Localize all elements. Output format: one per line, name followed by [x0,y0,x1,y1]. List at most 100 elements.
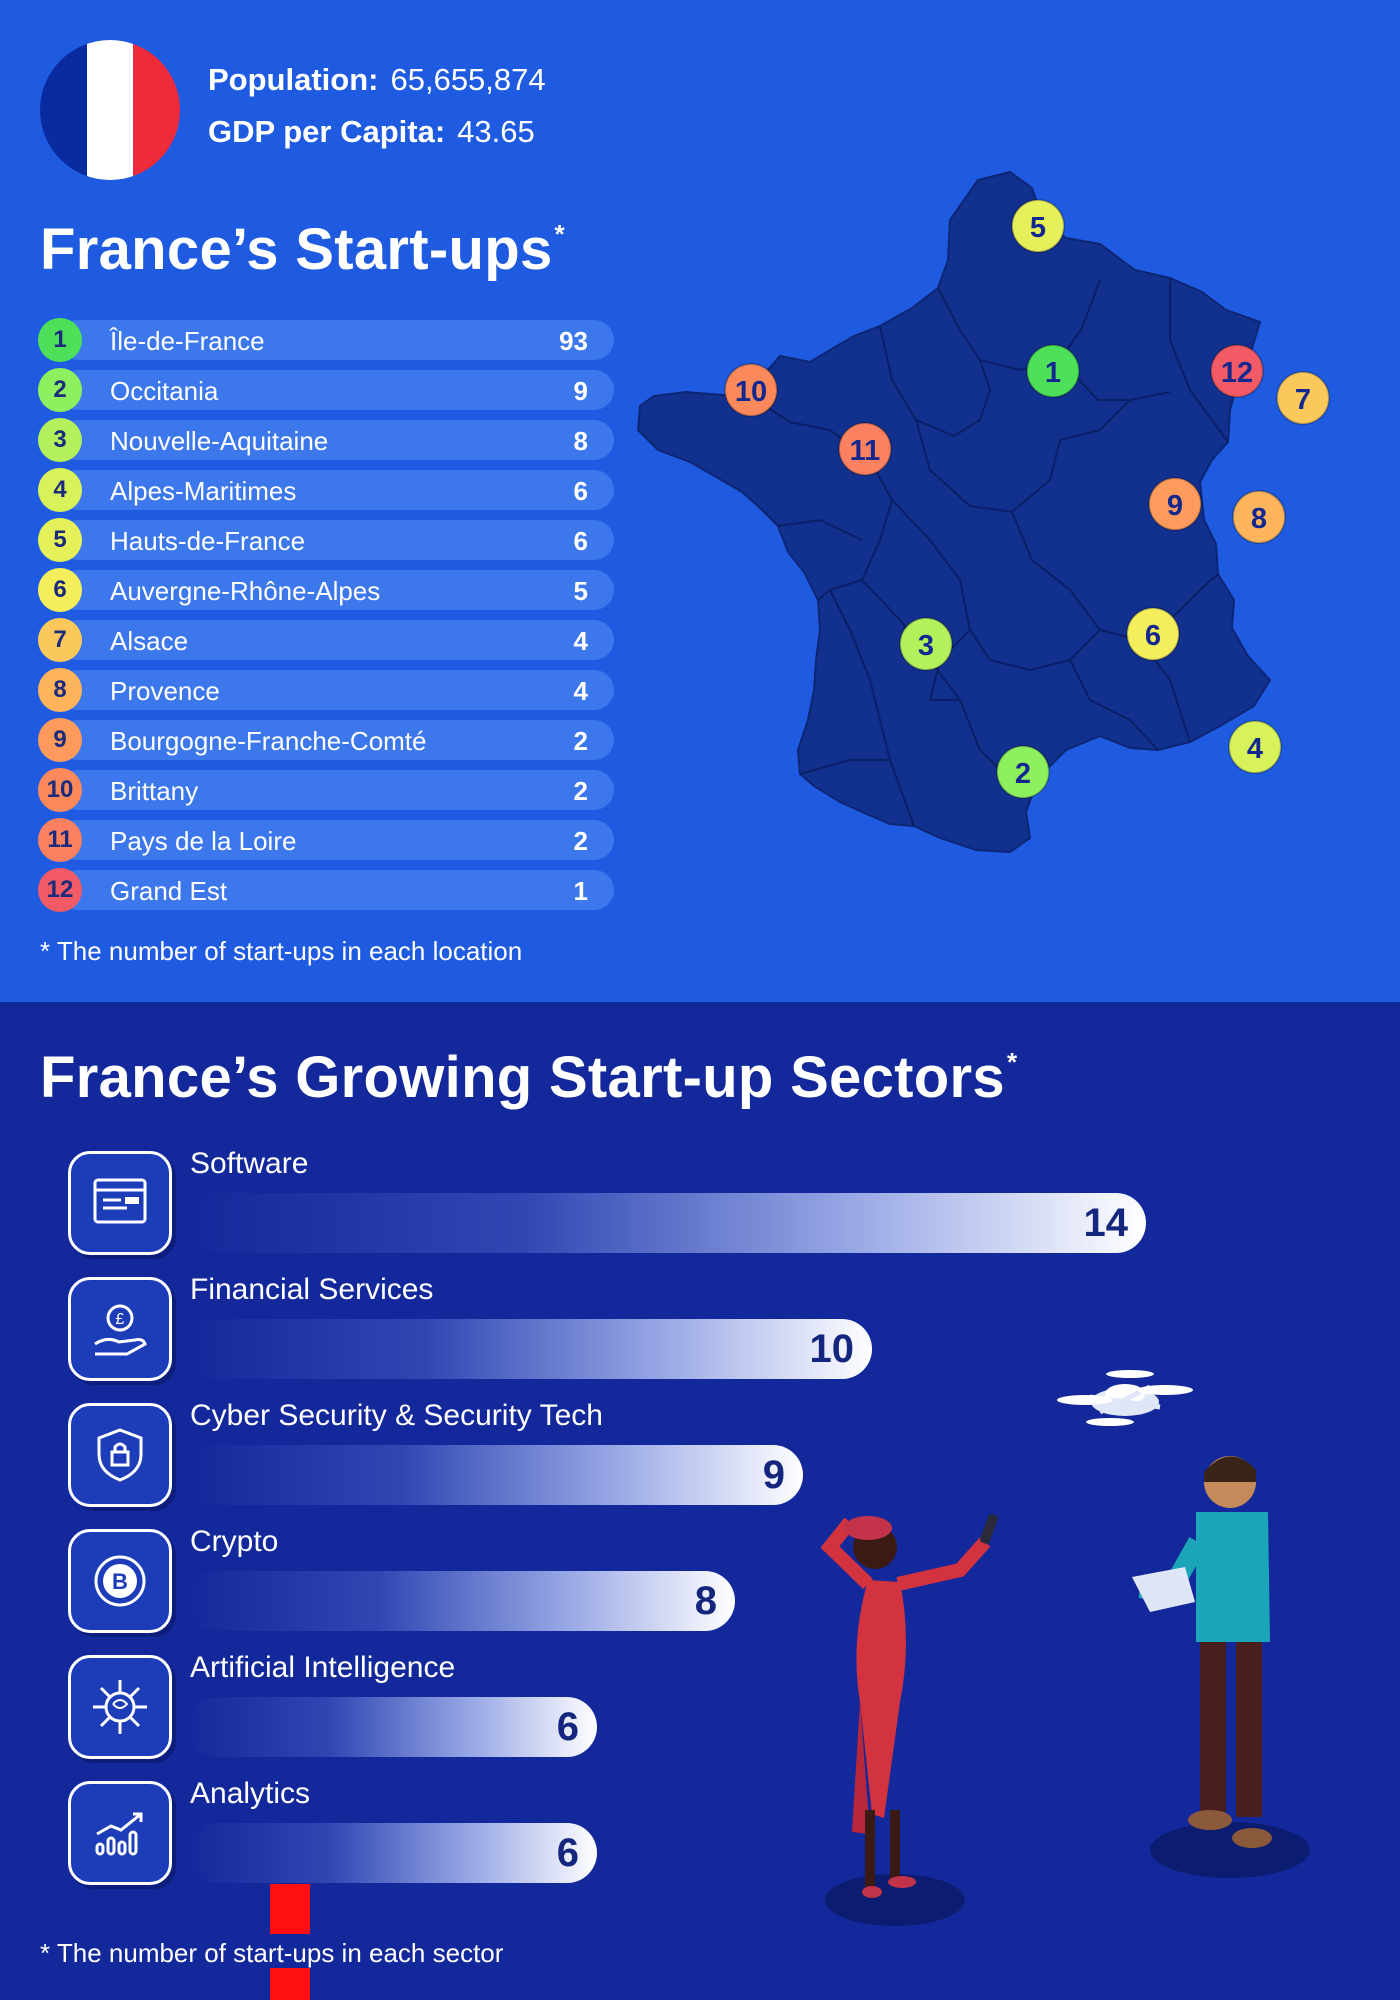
rank-region-name: Île-de-France [110,326,265,356]
map-pin: 11 [838,422,892,476]
sectors-footnote: * The number of start-ups in each sector [40,1938,504,1968]
rank-region-name: Nouvelle-Aquitaine [110,426,329,456]
map-pin-label: 9 [1167,490,1183,522]
population-label: Population: [208,62,379,97]
rank-region-name: Brittany [110,776,199,806]
rank-region-name: Hauts-de-France [110,526,306,556]
rank-bar [58,520,614,560]
map-pin: 6 [1126,607,1180,661]
rank-bar [58,420,614,460]
rank-row: 10 Brittany 2 [38,768,614,812]
rank-badge: 10 [38,768,82,812]
sectors-title-text: France’s Growing Start-up Sectors [40,1045,1005,1110]
bitcoin-icon: B [68,1529,172,1633]
rank-badge: 12 [38,868,82,912]
flag-red [133,40,180,180]
red-marker-top [270,1884,310,1934]
sector-row: £ Financial Services 10 [68,1273,1148,1381]
map-pin: 10 [724,363,778,417]
rank-bar [58,570,614,610]
rank-value: 4 [573,626,588,656]
map-pin: 3 [899,617,953,671]
map-pin-circle [838,422,892,476]
rank-badge: 4 [38,468,82,512]
rank-row: 9 Bourgogne-Franche-Comté 2 [38,718,614,762]
rank-region-name: Grand Est [110,876,228,906]
startups-section: Population: 65,655,874 GDP per Capita: 43.… [0,0,1400,1002]
rank-badge: 7 [38,618,82,662]
map-pin-label: 3 [918,630,934,662]
sector-row: B Crypto 8 [68,1525,1148,1633]
map-pin: 8 [1232,490,1286,544]
sector-value: 8 [694,1579,717,1623]
rank-badge: 5 [38,518,82,562]
map-pin: 9 [1148,477,1202,531]
sectors-title-mark: * [1006,1046,1018,1077]
rank-value: 1 [573,876,588,906]
sector-row: Analytics 6 [68,1777,1148,1885]
rank-row: 2 Occitania 9 [38,368,614,412]
sector-bar: 10 [186,1319,872,1379]
sector-value: 14 [1083,1201,1129,1245]
population-value: 65,655,874 [390,62,546,97]
map-pin-circle [1210,344,1264,398]
map-pin-label: 10 [735,376,767,408]
map-pin-circle [724,363,778,417]
rank-row: 4 Alpes-Maritimes 6 [38,468,614,512]
rank-bar [58,720,614,760]
rank-value: 2 [573,826,588,856]
rank-region-name: Auvergne-Rhône-Alpes [110,576,381,606]
sector-value: 9 [762,1453,785,1497]
rank-bar [58,320,614,360]
rank-value: 6 [573,526,588,556]
sector-bar: 8 [186,1571,735,1631]
gdp-value: 43.65 [457,114,535,149]
map-pin-circle [1228,720,1282,774]
map-pin-label: 5 [1030,212,1046,244]
rank-row: 5 Hauts-de-France 6 [38,518,614,562]
rank-value: 2 [573,776,588,806]
sector-value: 6 [556,1705,579,1749]
sector-bar: 6 [186,1697,597,1757]
woman-illustration [820,1514,998,1926]
rank-bar [58,620,614,660]
gdp-stat: GDP per Capita: 43.65 [208,114,535,150]
rank-region-name: Bourgogne-Franche-Comté [110,726,427,756]
sector-value: 10 [809,1327,855,1371]
rank-badge: 2 [38,368,82,412]
sector-value: 6 [556,1831,579,1875]
map-pin: 5 [1011,199,1065,253]
rank-value: 9 [573,376,588,406]
rank-region-name: Alpes-Maritimes [110,476,297,506]
map-pin-circle [1126,607,1180,661]
sector-label: Cyber Security & Security Tech [190,1399,603,1432]
rank-value: 93 [559,326,588,356]
rank-value: 5 [573,576,588,606]
map-pin: 2 [996,745,1050,799]
rank-row: 3 Nouvelle-Aquitaine 8 [38,418,614,462]
startups-title-text: France’s Start-ups [40,217,553,282]
map-pin: 1 [1026,344,1080,398]
svg-text:£: £ [116,1311,125,1328]
rank-value: 8 [573,426,588,456]
map-pin-label: 1 [1045,357,1061,389]
map-pin: 4 [1228,720,1282,774]
map-pin-label: 6 [1145,620,1161,652]
rank-bar [58,370,614,410]
rank-row: 11 Pays de la Loire 2 [38,818,614,862]
rank-badge: 11 [38,818,82,862]
map-pin-label: 4 [1247,733,1263,765]
sector-bar: 6 [186,1823,597,1883]
map-pin-circle [996,745,1050,799]
rank-region-name: Provence [110,676,220,706]
startups-title-mark: * [554,218,565,249]
map-pin-label: 2 [1015,758,1031,790]
population-stat: Population: 65,655,874 [208,62,546,98]
sector-row: Artificial Intelligence 6 [68,1651,1148,1759]
sector-label: Artificial Intelligence [190,1651,456,1684]
rank-bar [58,870,614,910]
rank-row: 8 Provence 4 [38,668,614,712]
rank-region-name: Occitania [110,376,219,406]
